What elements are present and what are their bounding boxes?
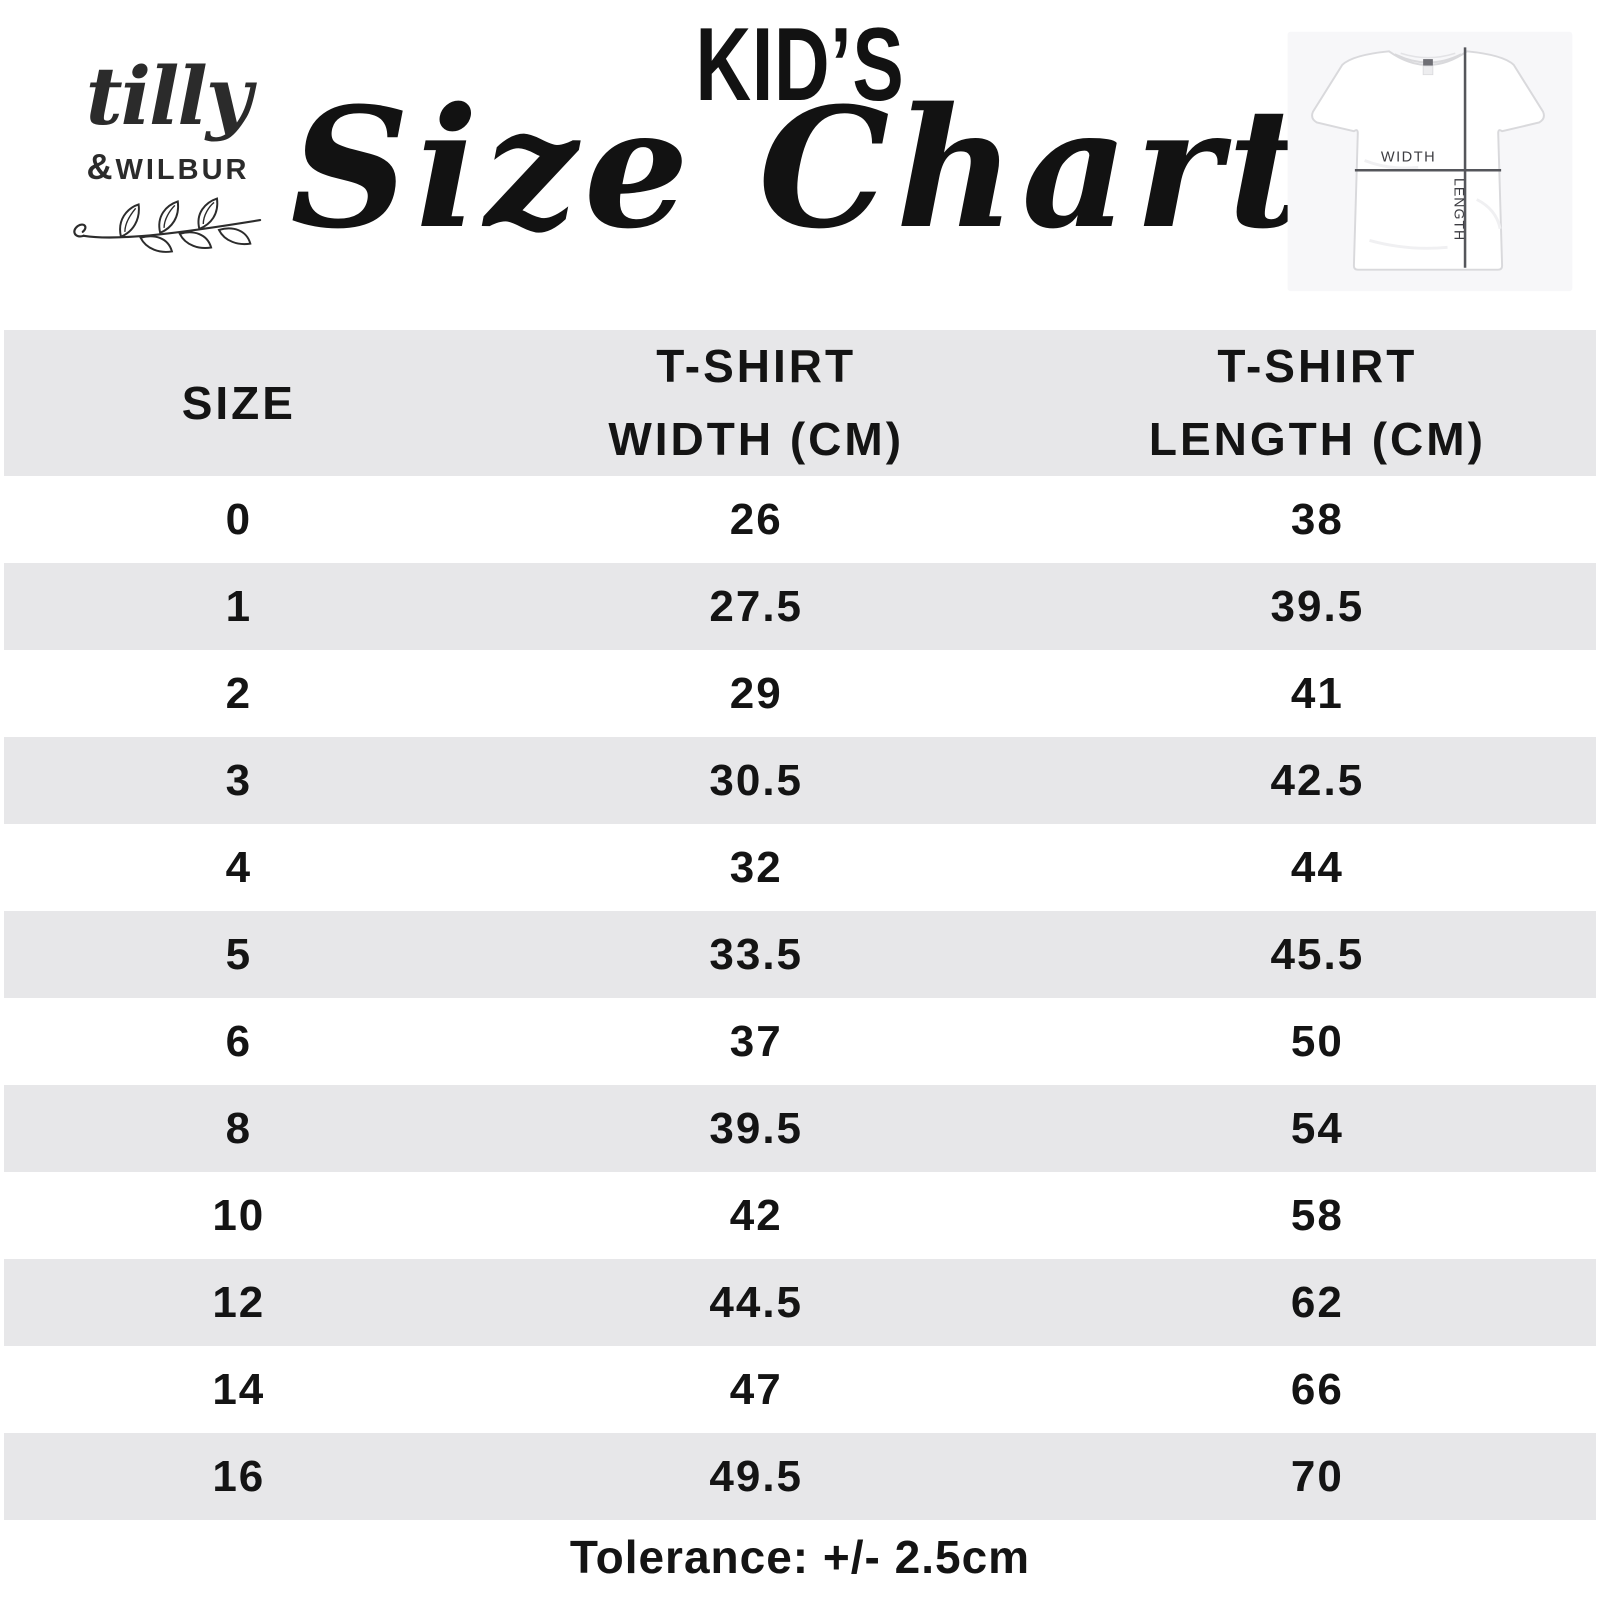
table-row: 2 29 41 <box>4 650 1596 737</box>
table-header-row: SIZE T-SHIRT WIDTH (CM) T-SHIRT LENGTH (CM… <box>4 330 1596 476</box>
length-cell: 45.5 <box>1270 929 1365 979</box>
table-row: 14 47 66 <box>4 1346 1596 1433</box>
size-table: SIZE T-SHIRT WIDTH (CM) T-SHIRT LENGTH (CM… <box>4 330 1596 1520</box>
length-cell: 39.5 <box>1270 581 1365 631</box>
table-row: 8 39.5 54 <box>4 1085 1596 1172</box>
width-cell: 26 <box>729 494 783 544</box>
length-cell: 58 <box>1290 1190 1344 1240</box>
table-row: 4 32 44 <box>4 824 1596 911</box>
length-cell: 42.5 <box>1270 755 1365 805</box>
width-cell: 39.5 <box>709 1103 804 1153</box>
width-label: WIDTH <box>1381 149 1436 165</box>
length-cell: 50 <box>1290 1016 1344 1066</box>
table-row: 12 44.5 62 <box>4 1259 1596 1346</box>
length-cell: 70 <box>1290 1451 1344 1501</box>
header-width-line1: T-SHIRT <box>656 340 857 393</box>
width-cell: 44.5 <box>709 1277 804 1327</box>
width-cell: 49.5 <box>709 1451 804 1501</box>
header-length: T-SHIRT LENGTH (CM) <box>1039 330 1596 476</box>
header-width-line2: WIDTH (CM) <box>608 413 905 465</box>
size-cell: 5 <box>225 929 253 979</box>
width-cell: 29 <box>729 668 783 718</box>
neck-label-tag <box>1422 65 1434 76</box>
length-cell: 41 <box>1290 668 1344 718</box>
title-main: Size Chart <box>290 71 1310 265</box>
table-row: 3 30.5 42.5 <box>4 737 1596 824</box>
width-cell: 30.5 <box>709 755 804 805</box>
header-length-line2: LENGTH (CM) <box>1148 413 1486 465</box>
brand-script-name: tilly <box>85 49 253 143</box>
header-size: SIZE <box>4 330 474 476</box>
header-width: T-SHIRT WIDTH (CM) <box>474 330 1039 476</box>
header-length-line1: T-SHIRT <box>1217 340 1418 393</box>
neck-label-print <box>1423 59 1433 66</box>
size-cell: 2 <box>225 668 253 718</box>
table-row: 0 26 38 <box>4 476 1596 563</box>
table-row: 5 33.5 45.5 <box>4 911 1596 998</box>
width-cell: 32 <box>729 842 783 892</box>
length-cell: 38 <box>1290 494 1344 544</box>
table-row: 6 37 50 <box>4 998 1596 1085</box>
width-cell: 47 <box>729 1364 783 1414</box>
length-cell: 66 <box>1290 1364 1344 1414</box>
size-cell: 6 <box>225 1016 253 1066</box>
width-cell: 33.5 <box>709 929 804 979</box>
width-cell: 37 <box>729 1016 783 1066</box>
length-cell: 62 <box>1290 1277 1344 1327</box>
brand-caps-name: &WILBUR <box>52 146 284 188</box>
length-cell: 44 <box>1290 842 1344 892</box>
size-cell: 3 <box>225 755 253 805</box>
title-kicker: KID’S <box>695 7 905 123</box>
header-size-label: SIZE <box>181 376 296 429</box>
table-row: 16 49.5 70 <box>4 1433 1596 1520</box>
length-label: LENGTH <box>1451 178 1467 241</box>
brand-caps-text: WILBUR <box>115 154 250 186</box>
width-cell: 42 <box>729 1190 783 1240</box>
size-cell: 4 <box>225 842 253 892</box>
size-cell: 0 <box>225 494 253 544</box>
width-cell: 27.5 <box>709 581 804 631</box>
back-collar-seam <box>1400 52 1456 59</box>
length-cell: 54 <box>1290 1103 1344 1153</box>
size-cell: 10 <box>212 1190 266 1240</box>
size-cell: 14 <box>212 1364 266 1414</box>
size-cell: 8 <box>225 1103 253 1153</box>
fabric-wrinkles <box>1364 159 1502 250</box>
ampersand: & <box>86 146 116 187</box>
size-cell: 12 <box>212 1277 266 1327</box>
brand-logo: tilly &WILBUR <box>52 49 284 261</box>
size-cell: 1 <box>225 581 253 631</box>
tshirt-measurement-diagram: WIDTH LENGTH <box>1287 31 1573 292</box>
table-row: 1 27.5 39.5 <box>4 563 1596 650</box>
size-cell: 16 <box>212 1451 266 1501</box>
laurel-branch-icon <box>73 197 262 253</box>
tolerance-note: Tolerance: +/- 2.5cm <box>569 1531 1031 1583</box>
table-row: 10 42 58 <box>4 1172 1596 1259</box>
